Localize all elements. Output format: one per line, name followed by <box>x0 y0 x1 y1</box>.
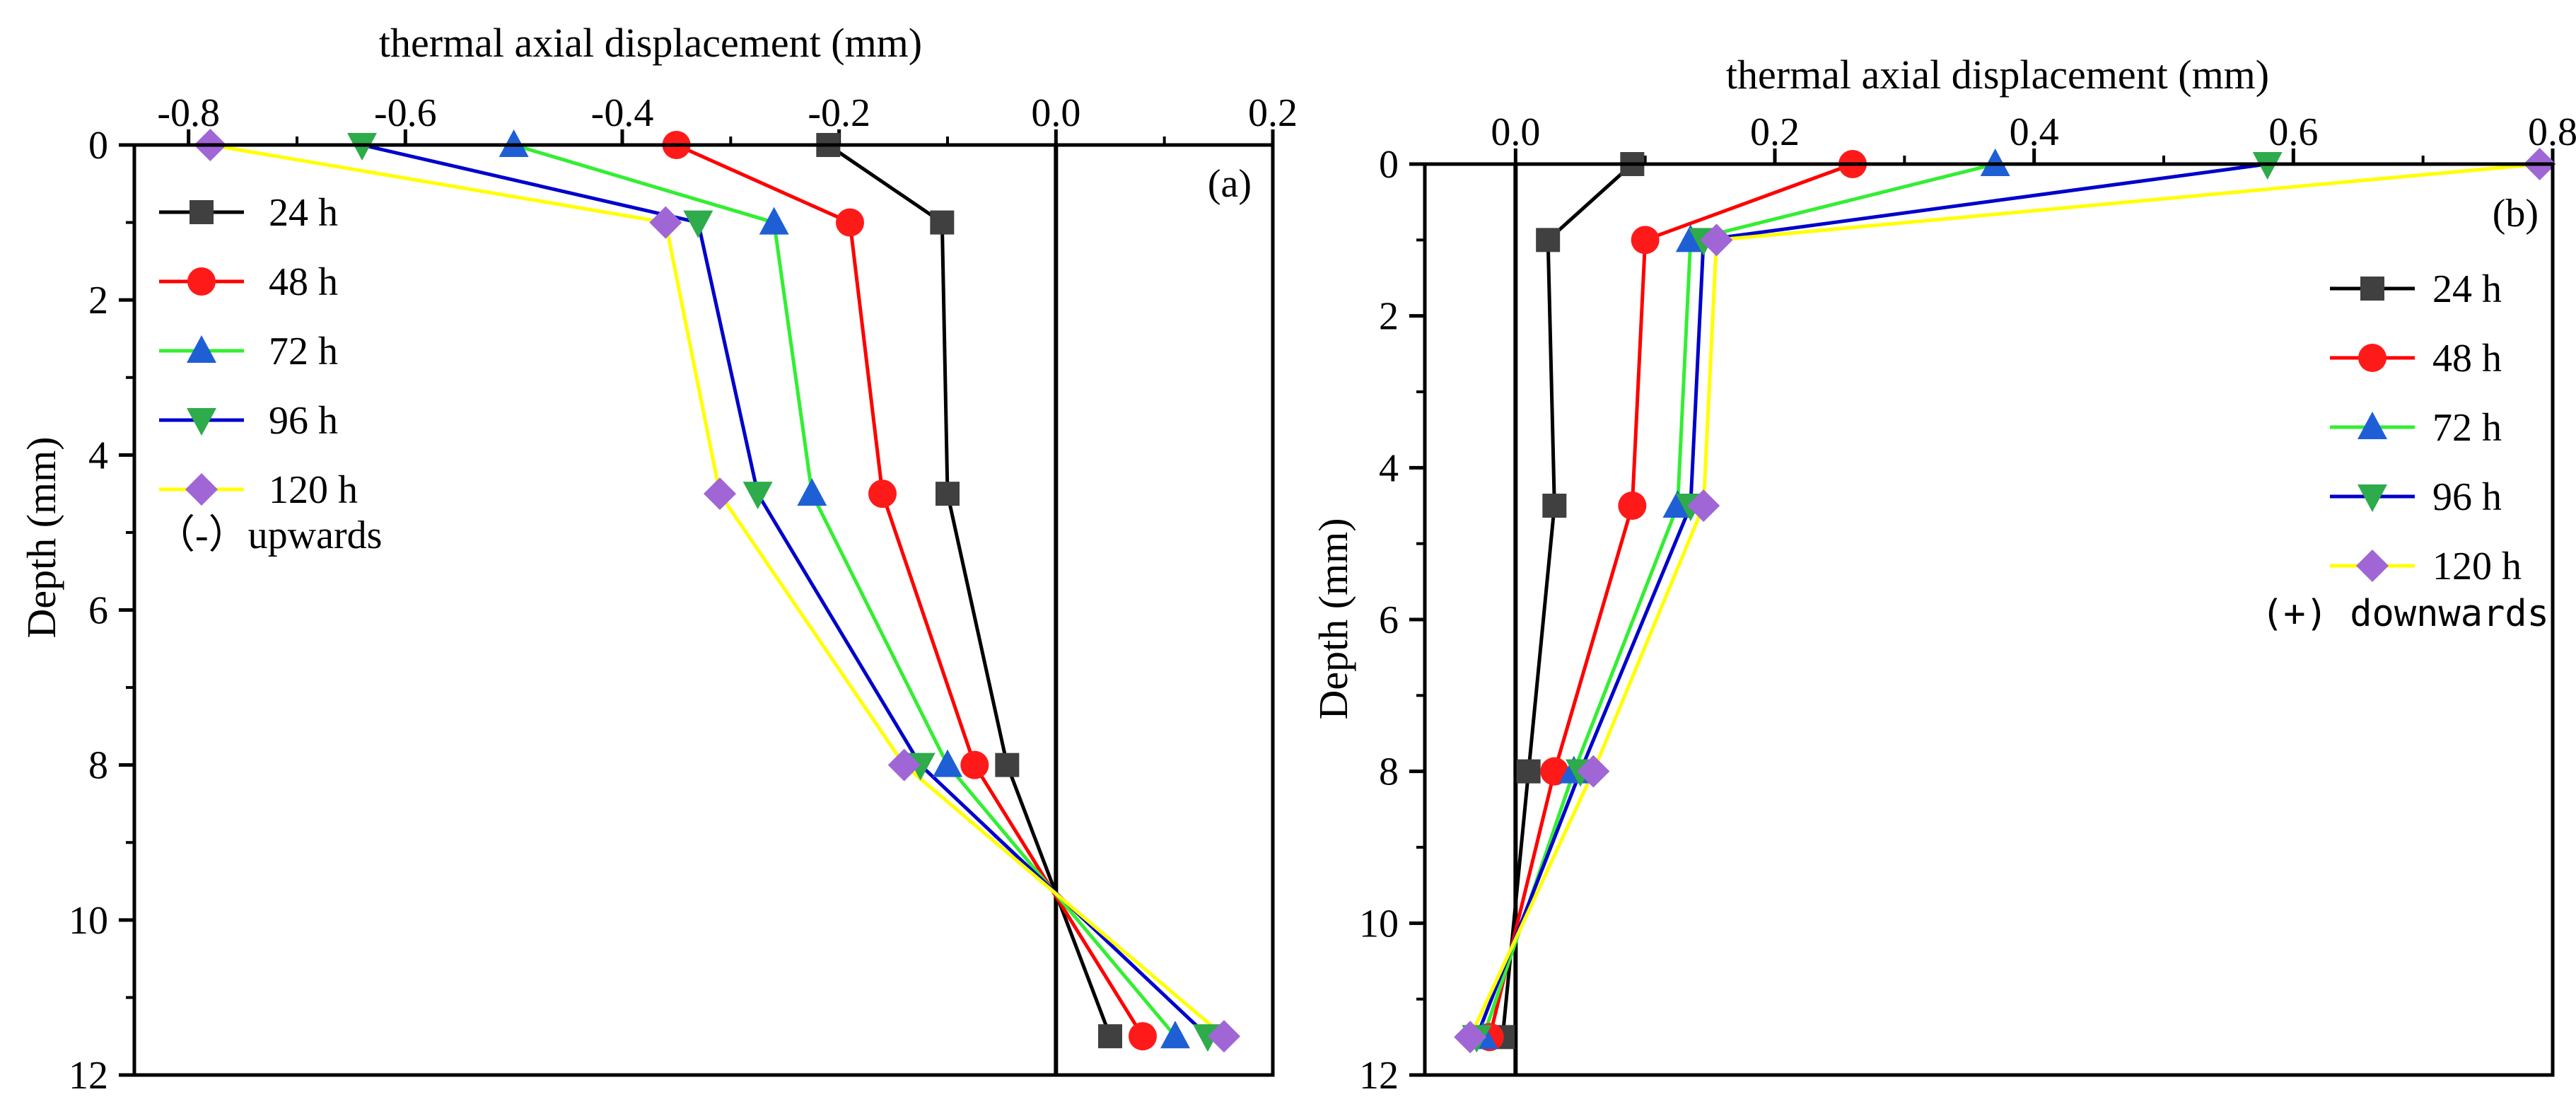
panel-a-legend-label: 96 h <box>269 399 338 443</box>
panel-b-xtick-label: 0.2 <box>1750 110 1800 154</box>
panel-b-point-120h <box>1577 755 1610 788</box>
panel-a-point-72h <box>797 478 827 506</box>
panel-b-point-120h <box>1700 223 1733 257</box>
panel-a-ytick-label: 10 <box>69 899 108 943</box>
panel-a-legend-marker <box>185 473 218 506</box>
panel-a-series-line-120h <box>209 143 1225 1038</box>
panel-a-point-72h <box>933 749 962 777</box>
panel-a-point-48h <box>960 750 989 779</box>
panel-b-legend-marker <box>2356 550 2389 582</box>
panel-a-ylabel: Depth (mm) <box>18 436 64 638</box>
panel-a-markers <box>194 129 1240 1053</box>
panel-a-point-120h <box>649 206 682 239</box>
panel-a-series-line-48h <box>675 143 1145 1038</box>
panel-a-annotation: （-）upwards <box>156 513 382 557</box>
panel-a-ytick-label: 2 <box>88 279 108 323</box>
panel-a-ytick-label: 6 <box>88 589 108 633</box>
panel-a-series-line-72h <box>513 143 1177 1038</box>
panel-b-legend-marker <box>2358 412 2387 439</box>
panel-b-ytick-label: 0 <box>1379 143 1399 187</box>
panel-a-xtick-label: -0.6 <box>374 91 437 135</box>
panel-a-ytick-label: 4 <box>88 434 108 477</box>
panel-b-series-line-72h <box>1481 162 1996 1038</box>
panel-a-legend: 24 h 48 h 72 h 96 h 120 h <box>159 191 358 512</box>
panel-b-legend-marker <box>2358 344 2386 372</box>
panel-a-legend-label: 48 h <box>269 260 338 304</box>
panel-a-ytick-label: 12 <box>69 1054 108 1098</box>
panel-b-series-line-96h <box>1475 162 2268 1038</box>
panel-b-point-48h <box>1540 757 1569 786</box>
panel-b-point-24h <box>1516 759 1541 784</box>
panel-a-frame <box>132 143 1275 1077</box>
panel-a-point-72h <box>759 207 789 235</box>
panel-a-point-24h <box>1098 1024 1122 1049</box>
panel-a-legend-marker <box>190 200 214 224</box>
panel-b-ylabel: Depth (mm) <box>1310 518 1356 719</box>
panel-b-point-24h <box>1542 494 1567 518</box>
panel-a-point-72h <box>1160 1021 1190 1049</box>
panel-b-point-120h <box>1454 1021 1487 1054</box>
panel-a-point-24h <box>930 210 955 235</box>
panel-b-legend-label: 72 h <box>2432 406 2502 450</box>
panel-a-point-120h <box>1208 1020 1240 1053</box>
panel-a-legend-label: 72 h <box>269 330 338 373</box>
panel-b-xlabel: thermal axial displacement (mm) <box>1726 52 2269 98</box>
panel-b-point-48h <box>1618 492 1647 520</box>
panel-a: thermal axial displacement (mm) Depth (m… <box>18 20 1298 1098</box>
panel-a-tag: (a) <box>1208 162 1252 206</box>
panel-a-point-120h <box>704 477 736 511</box>
panel-a-point-48h <box>868 480 897 509</box>
panel-b-point-24h <box>1536 228 1561 252</box>
panel-a-xtick-label: -0.8 <box>157 91 220 135</box>
panel-a-ticks: -0.8 -0.6 -0.4 -0.2 0.0 0.2 0 2 4 6 8 10 12 <box>69 91 1298 1098</box>
panel-a-xlabel: thermal axial displacement (mm) <box>379 20 922 66</box>
panel-a-legend-marker <box>187 408 216 436</box>
panel-a-xtick-label: -0.2 <box>808 91 870 135</box>
panel-b-legend: 24 h 48 h 72 h 96 h 120 h <box>2330 267 2522 588</box>
panel-a-legend-marker <box>187 267 216 296</box>
panel-a-point-24h <box>936 482 960 506</box>
panel-a-ytick-label: 8 <box>88 744 108 788</box>
panel-b-legend-marker <box>2358 484 2387 512</box>
panel-b: thermal axial displacement (mm) Depth (m… <box>1310 52 2576 1098</box>
panel-b-annotation: (+) downwards <box>2261 593 2549 635</box>
panel-b-ytick-label: 10 <box>1359 902 1399 946</box>
panel-b-xtick-label: 0.0 <box>1491 110 1540 154</box>
panel-a-point-48h <box>836 208 864 237</box>
panel-a-point-48h <box>1129 1022 1157 1051</box>
panel-a-lines <box>209 143 1225 1038</box>
panel-a-xtick-label: -0.4 <box>591 91 654 135</box>
panel-b-ticks: 0.0 0.2 0.4 0.6 0.8 0 2 4 6 8 10 12 <box>1359 110 2576 1098</box>
panel-a-xtick-label: 0.0 <box>1031 91 1080 135</box>
panel-b-tag: (b) <box>2493 192 2539 236</box>
panel-a-legend-label: 24 h <box>269 191 338 235</box>
panel-b-legend-label: 120 h <box>2432 545 2522 588</box>
panel-b-ytick-label: 4 <box>1379 446 1399 490</box>
panel-b-ytick-label: 8 <box>1379 750 1399 794</box>
panel-b-frame <box>1423 162 2555 1077</box>
panel-a-point-96h <box>683 210 713 238</box>
panel-b-xtick-label: 0.4 <box>2010 110 2059 154</box>
panel-a-ytick-label: 0 <box>88 124 108 168</box>
panel-b-legend-label: 24 h <box>2432 267 2502 311</box>
panel-a-xtick-label: 0.2 <box>1248 91 1298 135</box>
panel-b-ytick-label: 6 <box>1379 598 1399 642</box>
panel-b-ytick-label: 2 <box>1379 295 1399 339</box>
panel-a-legend-label: 120 h <box>269 468 358 512</box>
panel-a-legend-marker <box>187 335 216 363</box>
panel-b-legend-marker <box>2360 277 2384 301</box>
panel-b-legend-label: 48 h <box>2432 337 2502 380</box>
panel-b-xtick-label: 0.6 <box>2268 110 2318 154</box>
panel-b-point-48h <box>1631 226 1660 255</box>
panel-a-point-120h <box>887 748 921 781</box>
panel-b-legend-label: 96 h <box>2432 475 2502 519</box>
panel-a-point-96h <box>742 482 773 510</box>
panel-b-point-120h <box>1687 489 1720 522</box>
panel-b-ytick-label: 12 <box>1359 1054 1399 1098</box>
panel-b-xtick-label: 0.8 <box>2528 110 2576 154</box>
panel-a-point-24h <box>995 753 1020 777</box>
